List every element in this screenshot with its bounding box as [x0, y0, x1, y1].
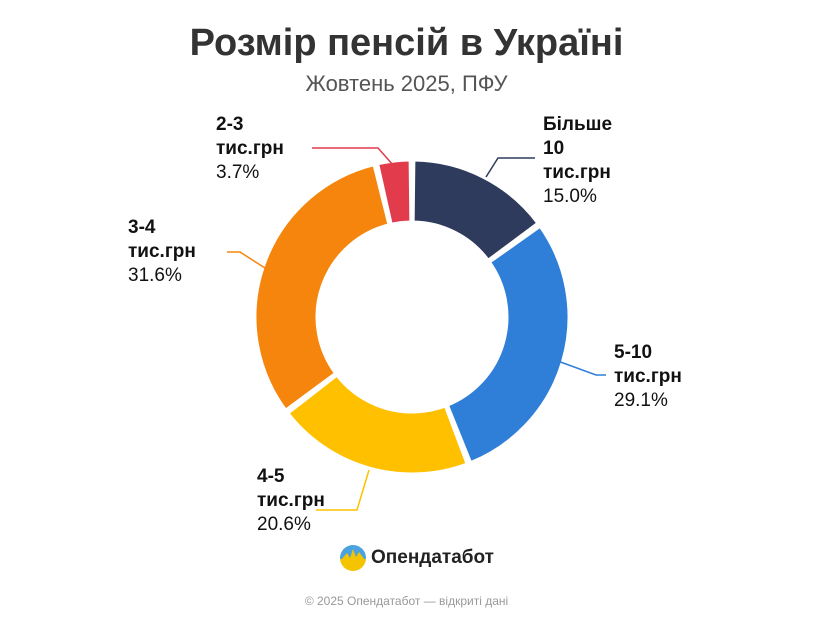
- chart-title: Розмір пенсій в Україні: [189, 22, 624, 64]
- slice-2-3k: [376, 158, 413, 226]
- leader-line-5-10k: [554, 359, 606, 376]
- slice-value-2-3k: 3.7%: [216, 162, 260, 183]
- slice-value-4-5k: 20.6%: [257, 514, 311, 535]
- slice-label-over-10k: Більше 10 тис.грн 15.0%: [543, 114, 613, 207]
- slice-over-10k: [411, 158, 540, 262]
- brand-name: Опендатабот: [371, 547, 494, 568]
- slice-label-3-4k: 3-4 тис.грн 31.6%: [128, 217, 196, 286]
- brand: Опендатабот: [339, 543, 494, 573]
- opendatabot-logo-icon: [340, 545, 366, 571]
- leader-line-over-10k: [485, 157, 535, 178]
- leader-line-4-5k: [316, 469, 370, 511]
- slice-4-5k: [286, 373, 469, 476]
- slice-label-2-3k: 2-3 тис.грн 3.7%: [216, 114, 284, 183]
- slice-value-5-10k: 29.1%: [614, 390, 668, 411]
- slice-label-5-10k: 5-10 тис.грн 29.1%: [614, 342, 682, 411]
- footer: © 2025 Опендатабот — відкриті дані: [304, 594, 509, 608]
- slice-label-4-5k: 4-5 тис.грн 20.6%: [257, 466, 325, 535]
- slice-value-3-4k: 31.6%: [128, 265, 182, 286]
- leader-line-2-3k: [312, 147, 394, 166]
- slice-value-over-10k: 15.0%: [543, 186, 597, 207]
- chart-subtitle: Жовтень 2025, ПФУ: [305, 71, 508, 96]
- slice-3-4k: [253, 163, 391, 412]
- slice-5-10k: [445, 224, 571, 465]
- leader-line-3-4k: [227, 251, 266, 269]
